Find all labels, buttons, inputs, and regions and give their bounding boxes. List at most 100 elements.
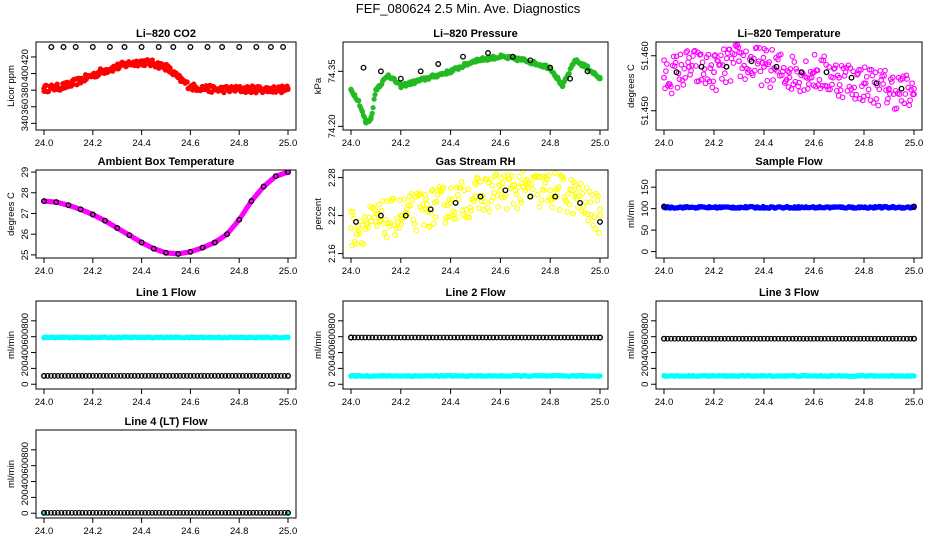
x-tick-label: 24.8 [541, 397, 560, 408]
y-tick-label: 360 [20, 99, 31, 115]
chart-panel: Line 2 Flow 24.0 24.2 24.4 24.6 24.8 25.0 0 2004… [313, 287, 609, 408]
data-point [229, 373, 236, 379]
y-tick-label: 0 [640, 382, 651, 387]
data-point [898, 85, 905, 92]
data-point [570, 210, 576, 217]
y-tick-label: 420 [20, 49, 31, 65]
data-point [786, 69, 792, 76]
data-point [419, 334, 425, 341]
data-point [832, 335, 839, 342]
data-point [896, 91, 903, 98]
data-point [236, 373, 243, 379]
y-axis-label: ml/min [6, 331, 17, 359]
data-point [714, 335, 721, 342]
data-point [422, 334, 429, 341]
data-point [798, 69, 805, 76]
data-point [142, 509, 148, 516]
data-point [55, 509, 61, 516]
data-point [138, 44, 145, 50]
data-point [711, 335, 717, 342]
x-tick-label: 24.6 [491, 266, 510, 277]
data-point [166, 509, 173, 516]
data-point [816, 76, 823, 83]
data-point [487, 176, 494, 183]
data-point [433, 334, 440, 341]
data-point [491, 190, 498, 196]
data-point [96, 509, 103, 516]
data-point [593, 334, 600, 341]
data-point [449, 196, 455, 203]
y-axis-label: ml/min [313, 331, 324, 359]
data-point [800, 335, 807, 342]
x-tick-label: 25.0 [591, 266, 610, 277]
data-point [597, 218, 603, 225]
data-point [722, 79, 729, 86]
data-point [477, 179, 484, 185]
data-point [597, 206, 603, 213]
data-point [280, 44, 287, 50]
data-point [568, 334, 575, 341]
data-point [731, 51, 738, 58]
data-point [453, 184, 460, 191]
data-point [689, 335, 696, 342]
data-point [467, 204, 474, 211]
y-tick-label: 150 [640, 179, 651, 195]
data-point [709, 84, 716, 91]
data-point [517, 196, 524, 203]
data-point [886, 335, 892, 342]
data-point [547, 187, 554, 194]
data-point [452, 199, 459, 206]
plot-frame [35, 300, 297, 390]
data-point [909, 80, 915, 87]
data-point [415, 334, 422, 341]
data-point [867, 97, 874, 104]
plot-area [661, 42, 917, 112]
y-axis-label: ml/min [6, 460, 17, 488]
data-point [430, 220, 437, 227]
data-point [458, 179, 465, 185]
data-point [514, 205, 521, 212]
data-point [729, 335, 735, 342]
data-point [114, 373, 121, 379]
data-point [131, 373, 138, 379]
data-point [671, 335, 678, 342]
data-point [732, 335, 739, 342]
data-point [476, 334, 482, 341]
data-point [668, 90, 675, 97]
data-point [746, 335, 753, 342]
data-point [873, 80, 880, 87]
data-point [383, 234, 390, 241]
x-tick-label: 24.2 [705, 397, 724, 408]
data-point [494, 192, 500, 199]
data-point [236, 44, 243, 50]
y-tick-label: 0 [20, 382, 31, 387]
data-point [546, 172, 552, 179]
y-tick-label: 0 [327, 382, 338, 387]
data-point [682, 74, 689, 81]
data-point [584, 68, 591, 75]
data-point [285, 334, 291, 340]
data-point [55, 373, 61, 379]
data-point [374, 223, 380, 230]
y-tick-label: 600 [327, 329, 338, 345]
data-point [579, 334, 586, 341]
data-point [911, 203, 917, 210]
data-point [875, 335, 882, 342]
data-point [561, 334, 568, 341]
data-point [789, 335, 796, 342]
chart-panel: Sample Flow 24.0 24.2 24.4 24.6 24.8 25.0 0 50 10… [626, 156, 923, 277]
data-point [107, 509, 114, 516]
data-point [405, 334, 411, 341]
data-point [243, 509, 250, 516]
data-point [550, 334, 557, 341]
data-point [194, 509, 201, 516]
data-point [911, 373, 917, 379]
data-point [555, 184, 562, 191]
data-point [886, 87, 892, 93]
data-point [253, 44, 260, 50]
data-point [857, 335, 864, 342]
data-point [882, 335, 889, 342]
data-point [472, 334, 479, 341]
data-point [152, 373, 159, 379]
data-point [440, 334, 447, 341]
